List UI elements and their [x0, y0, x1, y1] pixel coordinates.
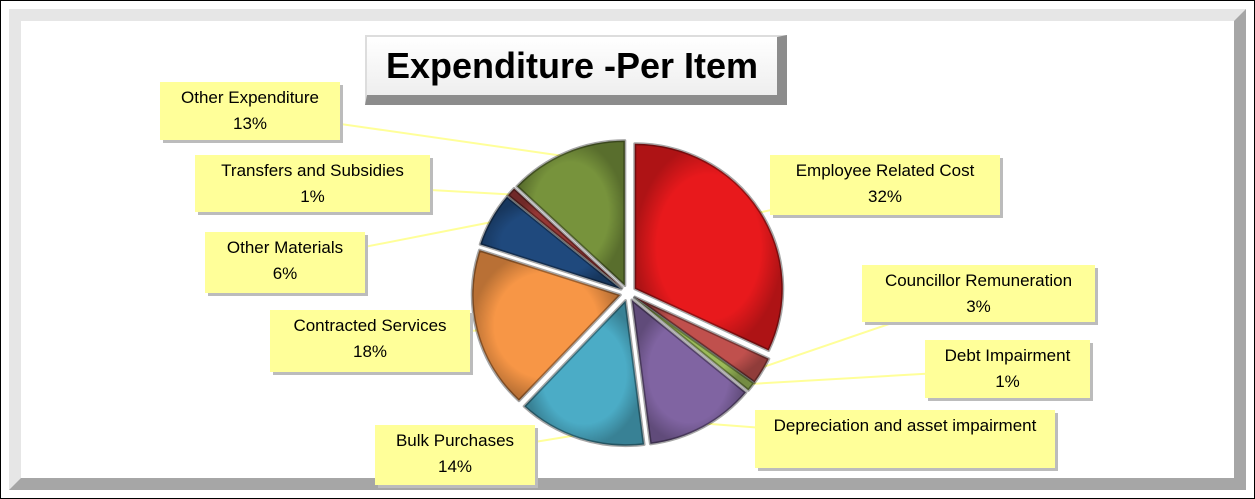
- data-label: Other Expenditure 13%: [160, 82, 340, 140]
- label-value: 14%: [437, 457, 473, 476]
- label-value: 6%: [272, 264, 298, 283]
- label-name: Other Expenditure: [181, 88, 319, 107]
- label-name: Depreciation and asset impairment: [773, 416, 1037, 435]
- label-value: 32%: [867, 187, 903, 206]
- label-value: 1%: [995, 372, 1020, 391]
- label-name: Councillor Remuneration: [884, 271, 1073, 290]
- data-label: Employee Related Cost 32%: [770, 155, 1000, 215]
- data-label: Councillor Remuneration 3%: [862, 265, 1095, 322]
- label-name: Contracted Services: [293, 316, 447, 335]
- bevel: [9, 9, 1246, 490]
- data-label: Transfers and Subsidies 1%: [195, 155, 430, 212]
- data-label: Debt Impairment 1%: [925, 340, 1090, 398]
- data-label: Contracted Services 18%: [270, 310, 470, 372]
- label-name: Debt Impairment: [944, 346, 1071, 365]
- label-name: Transfers and Subsidies: [221, 161, 404, 180]
- label-value: 3%: [966, 297, 991, 316]
- label-value: 13%: [232, 114, 268, 133]
- data-label: Bulk Purchases 14%: [375, 425, 535, 485]
- chart-title: Expenditure -Per Item: [365, 35, 787, 105]
- data-label: Depreciation and asset impairment: [755, 410, 1055, 468]
- data-label: Other Materials 6%: [205, 232, 365, 293]
- label-value: 1%: [300, 187, 325, 206]
- label-name: Bulk Purchases: [395, 431, 515, 450]
- label-name: Other Materials: [226, 238, 344, 257]
- label-value: 18%: [352, 342, 388, 361]
- label-name: Employee Related Cost: [795, 161, 975, 180]
